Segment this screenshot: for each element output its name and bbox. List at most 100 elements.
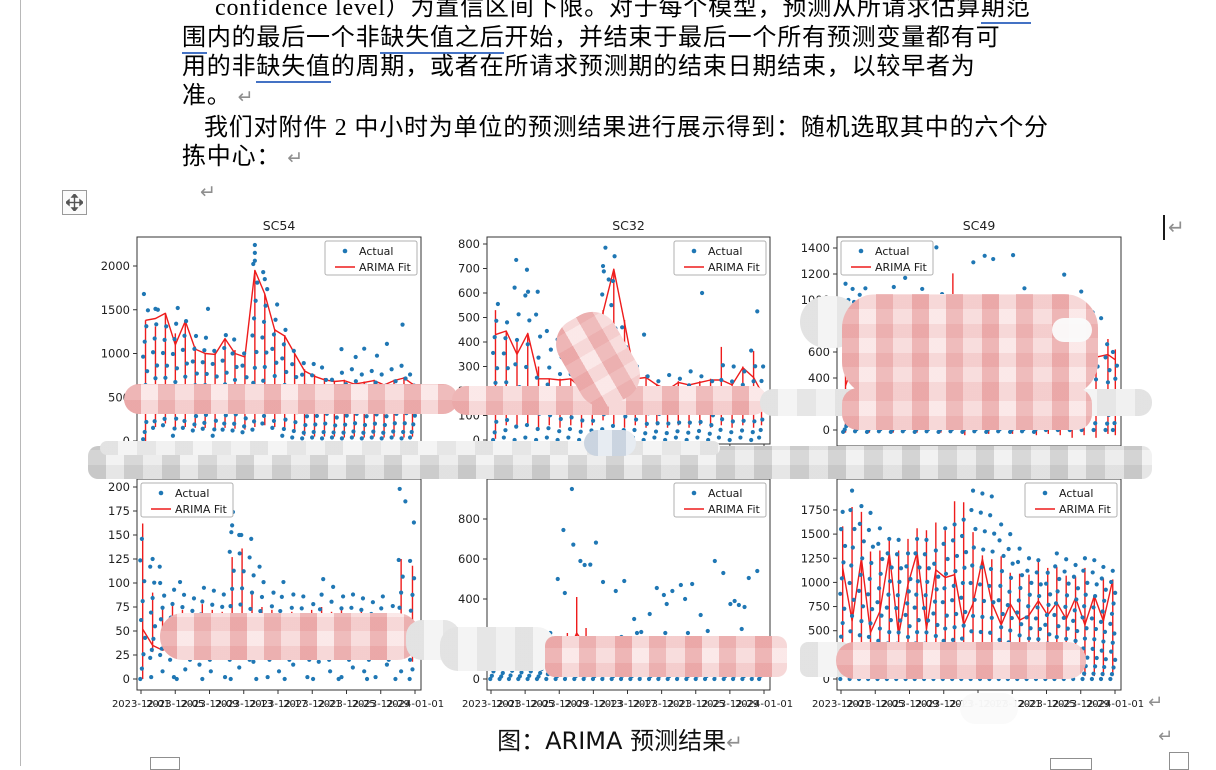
page-left-edge: [20, 0, 21, 766]
pilcrow-mark: ↵: [1158, 726, 1174, 747]
svg-text:25: 25: [115, 648, 130, 662]
anchor-box-3: [150, 757, 180, 770]
svg-text:1400: 1400: [801, 241, 830, 255]
svg-text:150: 150: [108, 528, 130, 542]
svg-text:2023-12-01: 2023-12-01: [112, 699, 170, 710]
svg-text:125: 125: [108, 552, 130, 566]
redaction-blur-3: [124, 384, 458, 414]
pilcrow-mark: ↵: [281, 147, 304, 169]
svg-text:2023-12-21: 2023-12-21: [633, 699, 691, 710]
svg-text:200: 200: [108, 480, 130, 494]
redaction-blur-15: [545, 636, 787, 677]
svg-text:ARIMA Fit: ARIMA Fit: [708, 261, 761, 274]
text-cursor: [1163, 215, 1165, 240]
svg-text:2023-12-29: 2023-12-29: [352, 699, 410, 710]
svg-text:175: 175: [108, 504, 130, 518]
svg-text:ARIMA Fit: ARIMA Fit: [175, 503, 228, 516]
svg-text:100: 100: [108, 576, 130, 590]
body-text-run: 的周期，或者在所请求预测期的结束日期结束，以较早者为: [330, 54, 976, 80]
pilcrow-mark: ↵: [1148, 692, 1164, 713]
svg-text:50: 50: [115, 624, 130, 638]
svg-text:750: 750: [808, 600, 830, 614]
svg-text:2023-12-13: 2023-12-13: [215, 699, 273, 710]
svg-text:ARIMA Fit: ARIMA Fit: [1059, 503, 1112, 516]
svg-text:2023-12-01: 2023-12-01: [812, 699, 870, 710]
svg-text:Actual: Actual: [708, 487, 742, 500]
svg-text:1500: 1500: [101, 303, 130, 317]
body-text-line-5: 我们对附件 2 中小时为单位的预测结果进行展示得到：随机选取其中的六个分: [204, 113, 1049, 143]
svg-text:300: 300: [458, 360, 480, 374]
redaction-blur-7: [584, 430, 636, 456]
svg-text:0: 0: [123, 672, 130, 686]
svg-text:2023-12-09: 2023-12-09: [880, 699, 938, 710]
redaction-blur-17: [836, 642, 1086, 679]
svg-text:2023-12-05: 2023-12-05: [496, 699, 554, 710]
svg-text:ARIMA Fit: ARIMA Fit: [708, 503, 761, 516]
svg-text:SC54: SC54: [263, 218, 296, 233]
redaction-blur-18: [960, 693, 1018, 724]
body-text-line-6: 拣中心： ↵: [182, 142, 303, 173]
chart-bottom-1: 02550751001251501752002023-12-012023-12-…: [108, 478, 444, 710]
grammar-underlined-text: 围: [182, 25, 207, 54]
svg-text:2023-12-17: 2023-12-17: [598, 699, 656, 710]
svg-text:SC32: SC32: [612, 218, 645, 233]
chart-legend: Actual ARIMA Fit: [1024, 482, 1118, 518]
redaction-blur-14: [440, 627, 555, 671]
svg-text:2023-12-09: 2023-12-09: [180, 699, 238, 710]
svg-text:600: 600: [458, 552, 480, 566]
svg-text:2024-01-01: 2024-01-01: [735, 699, 793, 710]
svg-text:2023-12-05: 2023-12-05: [146, 699, 204, 710]
pilcrow-mark: ↵: [1168, 215, 1185, 239]
body-text-line-4: 准。 ↵: [182, 81, 254, 112]
svg-text:2024-01-01: 2024-01-01: [1086, 699, 1144, 710]
svg-text:1750: 1750: [801, 503, 830, 517]
svg-text:2023-12-25: 2023-12-25: [1017, 699, 1075, 710]
redaction-blur-2: [100, 441, 720, 455]
grammar-underlined-text: 期范: [980, 0, 1031, 24]
svg-text:600: 600: [808, 345, 830, 359]
grammar-underlined-text: 缺失值之后: [380, 25, 505, 54]
svg-text:0: 0: [823, 672, 830, 686]
figure-caption-text: 图：ARIMA 预测结果: [497, 727, 727, 755]
svg-text:2023-12-13: 2023-12-13: [564, 699, 622, 710]
svg-text:2023-12-01: 2023-12-01: [462, 699, 520, 710]
svg-text:400: 400: [808, 371, 830, 385]
svg-text:500: 500: [458, 311, 480, 325]
svg-text:Actual: Actual: [1059, 487, 1093, 500]
move-cross-icon: [66, 194, 83, 211]
chart-legend: Actual ARIMA Fit: [840, 240, 934, 276]
svg-text:0: 0: [473, 672, 480, 686]
chart-legend: Actual ARIMA Fit: [673, 240, 767, 276]
svg-text:700: 700: [458, 262, 480, 276]
svg-text:600: 600: [458, 286, 480, 300]
svg-text:2023-12-21: 2023-12-21: [283, 699, 341, 710]
svg-text:2023-12-25: 2023-12-25: [317, 699, 375, 710]
svg-text:0: 0: [823, 423, 830, 437]
svg-text:800: 800: [458, 512, 480, 526]
object-move-handle[interactable]: [62, 190, 87, 215]
svg-text:0: 0: [473, 433, 480, 447]
chart-bottom-3: 025050075010001250150017502023-12-012023…: [801, 478, 1144, 710]
body-text-run: 内的最后一个非: [206, 25, 381, 51]
body-text-run: 用的非: [182, 54, 257, 80]
body-text-line-7: ↵: [200, 176, 216, 207]
svg-text:Actual: Actual: [175, 487, 209, 500]
svg-text:Actual: Actual: [708, 245, 742, 258]
svg-text:75: 75: [115, 600, 130, 614]
body-text-line-2: 围内的最后一个非缺失值之后开始，并结束于最后一个所有预测变量都有可: [182, 23, 1000, 54]
svg-text:500: 500: [808, 624, 830, 638]
svg-text:SC49: SC49: [963, 218, 996, 233]
body-text-run: 拣中心：: [182, 144, 282, 170]
svg-text:400: 400: [458, 592, 480, 606]
body-text-run: 准。: [182, 83, 232, 109]
body-text-run: confidence level）为置信区间下限。对于每个模型，预测从所请求估算: [215, 0, 981, 21]
svg-text:2023-12-09: 2023-12-09: [530, 699, 588, 710]
svg-text:1000: 1000: [101, 347, 130, 361]
chart-legend: Actual ARIMA Fit: [140, 482, 234, 518]
chart-legend: Actual ARIMA Fit: [324, 240, 418, 276]
svg-text:800: 800: [458, 237, 480, 251]
chart-legend: Actual ARIMA Fit: [673, 482, 767, 518]
svg-text:2023-12-29: 2023-12-29: [701, 699, 759, 710]
svg-text:2023-12-05: 2023-12-05: [846, 699, 904, 710]
body-text-line-3: 用的非缺失值的周期，或者在所请求预测期的结束日期结束，以较早者为: [182, 52, 976, 83]
